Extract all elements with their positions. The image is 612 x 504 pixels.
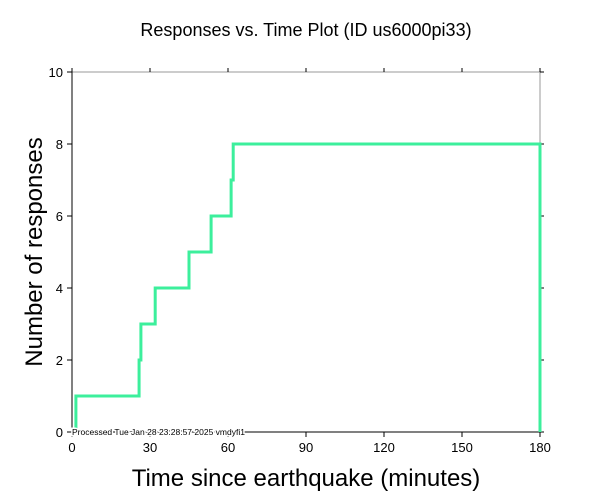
y-axis-label: Number of responses <box>21 137 48 366</box>
x-tick-label: 180 <box>529 440 551 455</box>
response-step-line <box>74 142 542 432</box>
data-series <box>74 142 542 432</box>
x-tick-label: 30 <box>143 440 157 455</box>
y-tick-label: 8 <box>56 137 63 152</box>
x-tick-label: 90 <box>299 440 313 455</box>
y-axis-ticks: 0 2 4 6 8 10 <box>49 65 544 440</box>
processed-annotation: Processed Tue Jan 28 23:28:57 2025 vmdyf… <box>72 427 245 437</box>
x-axis-label: Time since earthquake (minutes) <box>132 465 481 492</box>
y-tick-label: 6 <box>56 209 63 224</box>
chart-title: Responses vs. Time Plot (ID us6000pi33) <box>140 20 471 40</box>
y-tick-label: 10 <box>49 65 63 80</box>
y-tick-label: 2 <box>56 353 63 368</box>
x-tick-label: 60 <box>221 440 235 455</box>
x-tick-label: 150 <box>451 440 473 455</box>
x-axis-ticks: 0 30 60 90 120 150 180 <box>68 68 551 455</box>
y-tick-label: 4 <box>56 281 63 296</box>
y-tick-label: 0 <box>56 425 63 440</box>
x-tick-label: 120 <box>373 440 395 455</box>
x-tick-label: 0 <box>68 440 75 455</box>
